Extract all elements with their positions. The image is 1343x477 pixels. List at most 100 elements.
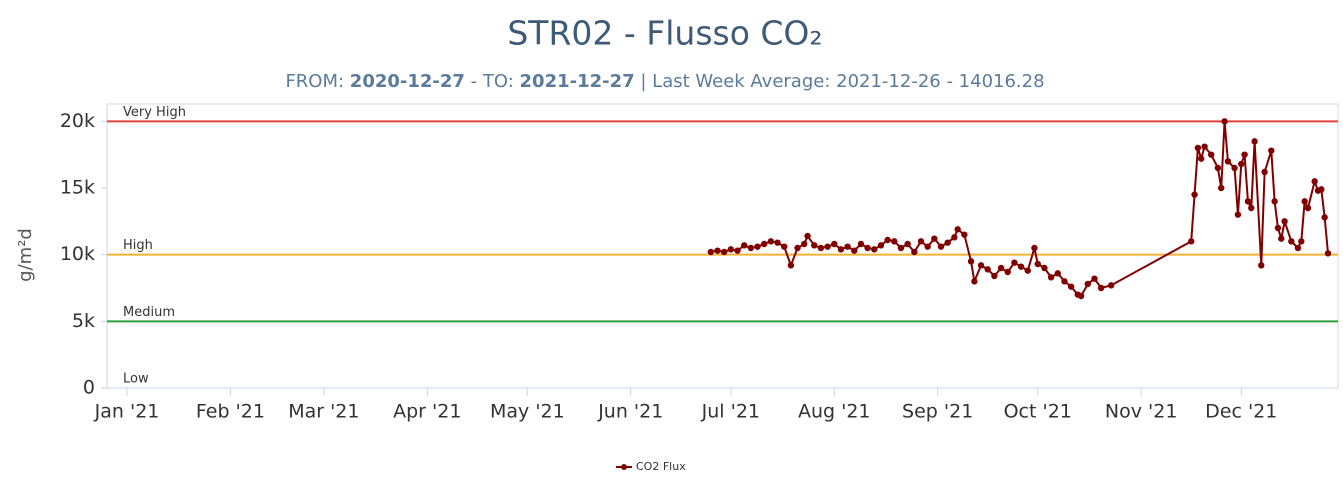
data-point [1244,198,1252,205]
data-point [740,242,748,249]
data-point [727,246,735,253]
data-point [1208,151,1215,158]
data-point [1061,278,1068,285]
data-point [951,234,958,241]
y-tick-label: 20k [60,110,95,132]
subtitle-part: - TO: [465,71,520,92]
data-point [1097,284,1105,292]
x-tick-label: Oct '21 [1004,401,1072,423]
data-point [897,244,905,252]
data-point [984,266,991,273]
data-point [1241,151,1248,158]
data-point [1311,178,1318,185]
x-tick-label: Apr '21 [393,401,461,423]
data-point [1031,244,1038,252]
data-point [767,238,775,245]
x-tick-label: May '21 [490,401,565,423]
data-point [857,240,865,248]
data-point [871,246,878,253]
data-point [720,248,728,256]
data-point [1221,118,1228,125]
y-tick-label: 0 [83,377,95,399]
data-point [837,246,845,253]
data-point [1324,250,1332,257]
data-point [1084,280,1091,288]
data-point [1294,244,1302,252]
data-point [1251,138,1258,145]
data-point [831,240,838,248]
data-point [774,239,781,246]
x-tick-label: Dec '21 [1205,401,1277,423]
data-point [1321,214,1328,221]
data-point [1011,259,1018,266]
data-point [1024,267,1031,274]
data-point [1054,270,1061,277]
data-point [787,262,795,269]
x-tick-label: Jul '21 [701,401,760,423]
subtitle-part: 2021-12-27 [520,71,635,92]
data-point [931,235,938,242]
data-point [747,244,755,252]
data-point [1077,292,1085,300]
data-point [967,258,975,265]
data-point [1214,164,1222,172]
data-point [1107,282,1115,289]
data-point [1281,218,1288,225]
data-point [977,262,985,269]
data-point [1298,238,1305,245]
threshold-label: Medium [123,305,175,320]
data-point [997,264,1005,272]
data-point [917,238,925,245]
data-point [961,231,968,238]
data-point [891,238,898,245]
y-tick-label: 5k [72,310,95,332]
threshold-label: Low [123,372,149,387]
data-point [824,243,831,250]
data-point [781,243,788,250]
data-point [1191,191,1198,198]
data-point [1067,283,1075,290]
data-point [954,226,961,233]
data-point [1318,186,1325,193]
data-point [1004,268,1011,276]
data-point [1248,204,1255,212]
data-point [864,244,871,252]
data-point [1091,275,1098,282]
y-axis-label: g/m²d [15,228,36,282]
data-point [1231,164,1238,172]
chart-title: STR02 - Flusso CO₂ [507,14,822,53]
x-tick-label: Feb '21 [196,401,265,423]
data-point [1188,238,1195,245]
data-point [1224,158,1232,165]
data-point [937,243,945,250]
data-point [1274,224,1282,232]
data-point [944,239,951,246]
x-tick-label: Jan '21 [94,401,160,423]
data-point [817,244,825,252]
data-point [1304,204,1312,212]
y-tick-label: 15k [60,177,95,199]
data-point [1234,211,1242,218]
data-point [801,240,808,248]
data-point [884,236,891,244]
data-point [794,244,801,252]
data-point [734,247,741,254]
x-tick-label: Sep '21 [902,401,973,423]
data-point [1268,147,1275,154]
legend-label: CO2 Flux [636,460,686,473]
threshold-label: Very High [123,105,186,120]
data-point [844,243,851,250]
data-point [1047,274,1055,281]
data-point [1201,143,1208,150]
data-point [1288,238,1295,245]
data-point [851,247,858,254]
data-point [754,243,761,250]
x-tick-label: Aug '21 [798,401,871,423]
data-point [911,248,918,256]
data-point [1218,184,1225,192]
data-point [1034,260,1041,268]
subtitle-part: FROM: [285,71,349,92]
data-point [904,240,911,248]
